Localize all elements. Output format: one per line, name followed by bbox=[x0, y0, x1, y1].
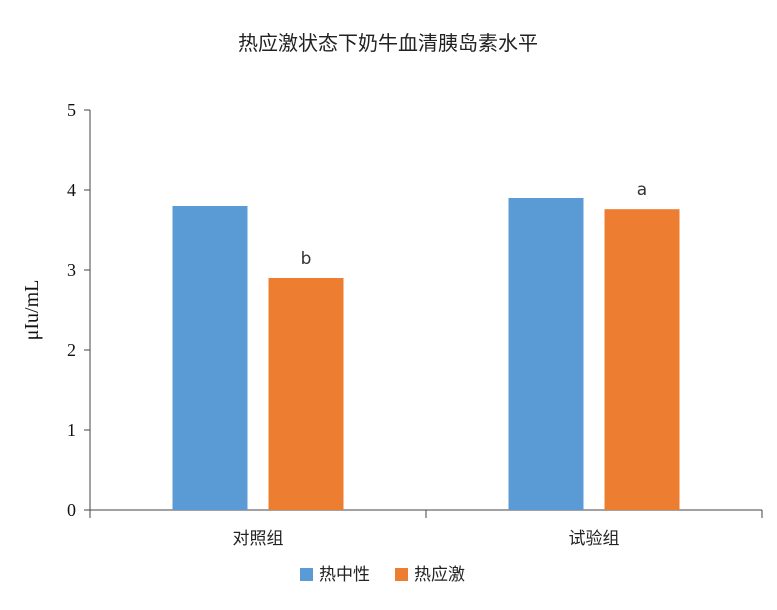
y-tick-label: 3 bbox=[67, 260, 76, 280]
legend-swatch bbox=[395, 568, 408, 581]
data-annotation: a bbox=[637, 180, 647, 200]
x-category-label: 对照组 bbox=[233, 529, 284, 549]
legend-swatch bbox=[300, 568, 313, 581]
legend-label: 热应激 bbox=[414, 565, 465, 585]
y-tick-label: 0 bbox=[67, 500, 76, 520]
y-tick-label: 4 bbox=[67, 180, 76, 200]
y-tick-label: 2 bbox=[67, 340, 76, 360]
bar bbox=[268, 278, 344, 510]
bar bbox=[604, 209, 680, 510]
x-category-label: 试验组 bbox=[569, 529, 620, 549]
legend-label: 热中性 bbox=[319, 565, 370, 585]
data-annotation: b bbox=[301, 249, 312, 269]
chart-title: 热应激状态下奶牛血清胰岛素水平 bbox=[238, 31, 538, 55]
y-tick-label: 1 bbox=[67, 420, 76, 440]
legend: 热中性 热应激 bbox=[300, 565, 465, 585]
labels: 0 1 2 3 4 5 对照组 b 试验组 a bbox=[67, 100, 647, 549]
y-axis-label: μIu/mL bbox=[21, 280, 43, 341]
bar bbox=[508, 198, 584, 510]
y-tick-label: 5 bbox=[67, 100, 76, 120]
bars bbox=[172, 198, 680, 510]
bar bbox=[172, 206, 248, 510]
